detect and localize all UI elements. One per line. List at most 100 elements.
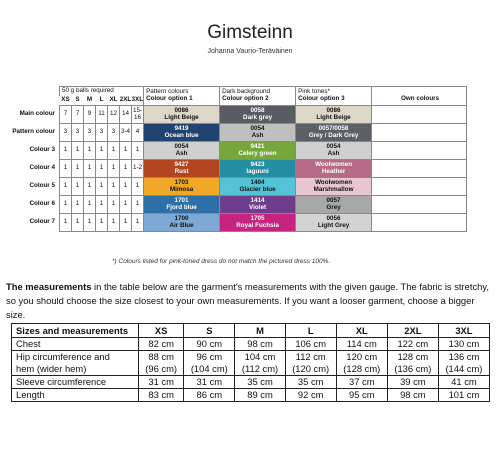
measurement-value: 128 cm bbox=[386, 350, 439, 363]
colour-swatch: 1705 Royal Fuchsia bbox=[219, 213, 297, 232]
size-column-header: 3XL bbox=[437, 323, 491, 338]
measurements-header-label: Sizes and measurements bbox=[11, 323, 139, 338]
colour-note: *) Colours listed for pink-toned dress d… bbox=[112, 258, 331, 265]
ball-quantity: 3 bbox=[59, 123, 72, 142]
size-column-header: L bbox=[284, 323, 337, 338]
measurement-value: 122 cm bbox=[386, 337, 439, 351]
measurement-value: 96 cm bbox=[183, 350, 236, 363]
group-title: Dark background bbox=[222, 88, 271, 96]
measurement-label: Sleeve circumference bbox=[11, 375, 139, 389]
ball-quantity: 1 bbox=[59, 141, 72, 160]
ball-quantity: 1 bbox=[83, 177, 96, 196]
ball-quantity: 1 bbox=[107, 195, 120, 214]
size-column-header: XS bbox=[137, 323, 185, 338]
corner-cell bbox=[10, 96, 60, 106]
colour-swatch: 0086 Light Beige bbox=[295, 105, 373, 124]
measurement-value: 83 cm bbox=[137, 388, 185, 402]
ball-quantity: 1 bbox=[119, 141, 132, 160]
ball-quantity: 1 bbox=[95, 177, 108, 196]
colour-swatch: 9421 Celery green bbox=[219, 141, 297, 160]
colour-group-header: Own colours bbox=[371, 86, 468, 106]
yarn-colour-name: Ash bbox=[251, 131, 264, 139]
ball-quantity: 1 bbox=[95, 195, 108, 214]
yarn-code: 1703 bbox=[174, 178, 189, 186]
ball-quantity: 1 bbox=[83, 213, 96, 232]
size-label: 3XL bbox=[131, 96, 144, 106]
designer-name: Johanna Vaurio-Teräväinen bbox=[207, 48, 293, 55]
ball-quantity: 1 bbox=[83, 159, 96, 178]
ball-quantity: 1 bbox=[119, 213, 132, 232]
yarn-colour-name: Heather bbox=[321, 167, 346, 175]
ball-quantity: 1 bbox=[107, 177, 120, 196]
ball-quantity: 14 bbox=[119, 105, 132, 124]
own-colour-cell bbox=[371, 123, 468, 142]
group-subtitle: Colour option 2 bbox=[222, 95, 269, 102]
measurement-value: 101 cm bbox=[437, 388, 491, 402]
measurement-value: 136 cm bbox=[437, 350, 491, 363]
colour-row: Colour 4 1 1 1 1 1 1 1-2 9427 Rust 9423 laguuni Wool… bbox=[10, 159, 468, 178]
ball-quantity: 1 bbox=[59, 159, 72, 178]
ball-quantity: 11 bbox=[95, 105, 108, 124]
ball-quantity: 1 bbox=[71, 141, 84, 160]
yarn-colour-name: Grey bbox=[326, 203, 341, 211]
colour-swatch: 9423 laguuni bbox=[219, 159, 297, 178]
yarn-code: 0054 bbox=[326, 142, 341, 150]
size-column-header: M bbox=[234, 323, 286, 338]
ball-quantity: 3 bbox=[95, 123, 108, 142]
own-colour-cell bbox=[371, 105, 468, 124]
ball-quantity: 7 bbox=[59, 105, 72, 124]
measurement-value: (104 cm) bbox=[183, 363, 236, 376]
yarn-code: 9421 bbox=[250, 142, 265, 150]
measurements-intro: The measurements in the table below are … bbox=[6, 280, 496, 322]
yarn-code: 0057 bbox=[326, 196, 341, 204]
yarn-colour-name: Air Blue bbox=[169, 221, 194, 229]
yarn-code: 1414 bbox=[250, 196, 265, 204]
own-colour-cell bbox=[371, 213, 468, 232]
measurement-label: Chest bbox=[11, 337, 139, 351]
measurement-value: 89 cm bbox=[234, 388, 286, 402]
measurement-value: 120 cm bbox=[335, 350, 388, 363]
measurement-value: 86 cm bbox=[183, 388, 236, 402]
ball-quantity: 1 bbox=[83, 141, 96, 160]
measurement-value: 31 cm bbox=[137, 375, 185, 389]
group-subtitle: Colour option 1 bbox=[146, 95, 193, 102]
colour-row: Pattern colour 3 3 3 3 3 3-4 4 9419 Ocean blue 005… bbox=[10, 123, 468, 142]
measurement-value: 98 cm bbox=[386, 388, 439, 402]
group-title: Pattern colours bbox=[146, 88, 189, 96]
yarn-colour-name: Ocean blue bbox=[164, 131, 199, 139]
colour-swatch: 9419 Ocean blue bbox=[143, 123, 221, 142]
yarn-code: 0086 bbox=[326, 106, 341, 114]
measurement-value: (120 cm) bbox=[284, 363, 337, 376]
colour-group-header: Pink tones* Colour option 3 bbox=[295, 86, 373, 106]
yarn-code: 9423 bbox=[250, 160, 265, 168]
colour-swatch: 9427 Rust bbox=[143, 159, 221, 178]
colour-swatch: Woolwomen Heather bbox=[295, 159, 373, 178]
measurement-value: 90 cm bbox=[183, 337, 236, 351]
yarn-code: 1404 bbox=[250, 178, 265, 186]
intro-bold: The measurements bbox=[6, 281, 92, 292]
yarn-colour-name: Ash bbox=[327, 149, 340, 157]
group-title: Pink tones* bbox=[298, 88, 330, 96]
yarn-colour-name: Marshmallow bbox=[313, 185, 354, 193]
measurement-value: 106 cm bbox=[284, 337, 337, 351]
measurement-row: Hip circumference and 88 cm 96 cm 104 cm 112… bbox=[11, 350, 491, 363]
pattern-title: Gimsteinn bbox=[207, 22, 293, 43]
yarn-code: 0054 bbox=[250, 124, 265, 132]
colour-row: Colour 3 1 1 1 1 1 1 1 0054 Ash 9421 Celery green 00… bbox=[10, 141, 468, 160]
measurement-value: (136 cm) bbox=[386, 363, 439, 376]
ball-quantity: 3 bbox=[83, 123, 96, 142]
yarn-colour-name: laguuni bbox=[246, 167, 269, 175]
measurement-value: 35 cm bbox=[234, 375, 286, 389]
measurement-value: (96 cm) bbox=[137, 363, 185, 376]
ball-quantity: 4 bbox=[130, 123, 145, 142]
colour-swatch: 1700 Air Blue bbox=[143, 213, 221, 232]
measurement-value: (128 cm) bbox=[335, 363, 388, 376]
colour-row-label: Main colour bbox=[19, 110, 55, 118]
colour-row-label: Colour 4 bbox=[29, 164, 55, 172]
yarn-code: 1701 bbox=[174, 196, 189, 204]
measurement-value: 31 cm bbox=[183, 375, 236, 389]
yarn-colour-name: Light Grey bbox=[317, 221, 350, 229]
measurement-label: Length bbox=[11, 388, 139, 402]
measurement-value: 112 cm bbox=[284, 350, 337, 363]
colour-swatch: Woolwomen Marshmallow bbox=[295, 177, 373, 196]
